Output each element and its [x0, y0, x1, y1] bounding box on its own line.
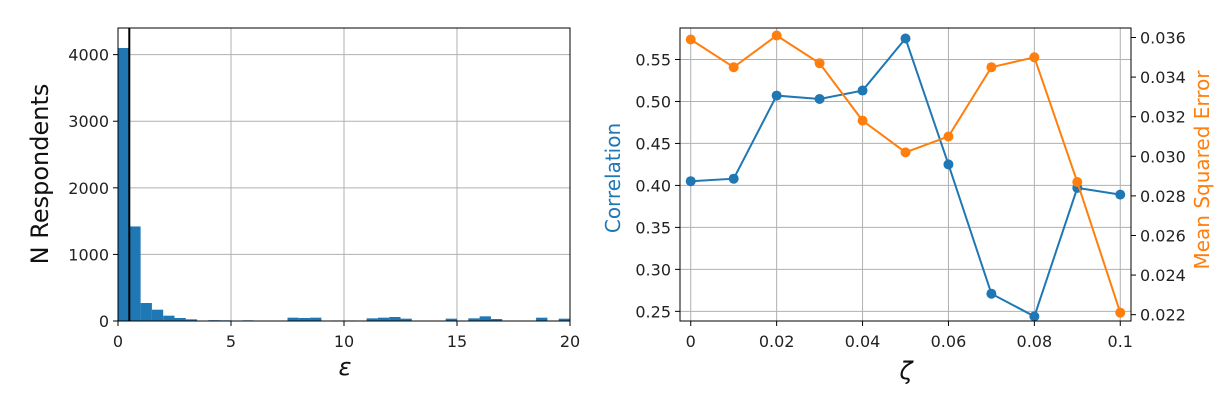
- mse-point: [986, 62, 996, 72]
- correlation-tick-label: 0.25: [635, 302, 671, 321]
- mse-point: [1029, 52, 1039, 62]
- y-tick-label: 1000: [68, 245, 109, 264]
- histogram-bar: [118, 48, 129, 321]
- mse-tick-label: 0.030: [1140, 147, 1186, 166]
- correlation-point: [901, 33, 911, 43]
- mse-point: [1072, 177, 1082, 187]
- histogram-y-axis-label: N Respondents: [26, 84, 54, 265]
- mse-tick-label: 0.024: [1140, 266, 1186, 285]
- histogram-bar: [389, 317, 400, 321]
- correlation-tick-label: 0.50: [635, 92, 671, 111]
- correlation-point: [1029, 311, 1039, 321]
- mse-point: [729, 62, 739, 72]
- y-tick-label: 0: [99, 312, 109, 331]
- correlation-tick-label: 0.45: [635, 134, 671, 153]
- y-tick-label: 3000: [68, 112, 109, 131]
- x-tick-label: 0.06: [931, 332, 967, 351]
- x-tick-label: 0.02: [759, 332, 795, 351]
- line-chart-x-axis-label: ζ: [898, 357, 914, 385]
- x-tick-label: 5: [226, 332, 236, 351]
- mse-point: [943, 131, 953, 141]
- mse-tick-label: 0.028: [1140, 187, 1186, 206]
- x-tick-label: 0: [113, 332, 123, 351]
- histogram-bar: [129, 226, 140, 321]
- mse-tick-label: 0.022: [1140, 306, 1186, 325]
- correlation-point: [943, 159, 953, 169]
- mse-point: [686, 34, 696, 44]
- correlation-axis-label: Correlation: [601, 123, 625, 233]
- histogram-bar: [163, 316, 174, 321]
- correlation-tick-label: 0.40: [635, 176, 671, 195]
- mse-point: [858, 116, 868, 126]
- x-tick-label: 0.1: [1108, 332, 1133, 351]
- mse-point: [901, 147, 911, 157]
- x-tick-label: 10: [334, 332, 354, 351]
- correlation-tick-label: 0.35: [635, 218, 671, 237]
- correlation-point: [858, 86, 868, 96]
- correlation-point: [1115, 190, 1125, 200]
- correlation-tick-label: 0.30: [635, 260, 671, 279]
- x-tick-label: 0.08: [1017, 332, 1053, 351]
- mse-tick-label: 0.026: [1140, 226, 1186, 245]
- correlation-point: [986, 289, 996, 299]
- mse-tick-label: 0.034: [1140, 68, 1186, 87]
- x-tick-label: 0: [686, 332, 696, 351]
- mse-tick-label: 0.032: [1140, 108, 1186, 127]
- mse-point: [815, 58, 825, 68]
- correlation-point: [686, 176, 696, 186]
- x-tick-label: 15: [447, 332, 467, 351]
- x-tick-label: 0.04: [845, 332, 881, 351]
- mse-point: [1115, 308, 1125, 318]
- y-tick-label: 2000: [68, 179, 109, 198]
- correlation-point: [729, 174, 739, 184]
- mse-point: [772, 31, 782, 41]
- correlation-tick-label: 0.55: [635, 50, 671, 69]
- mse-axis-label: Mean Squared Error: [1190, 70, 1214, 270]
- y-tick-label: 4000: [68, 46, 109, 65]
- mse-tick-label: 0.036: [1140, 29, 1186, 48]
- histogram-x-axis-label: ε: [339, 353, 352, 381]
- correlation-point: [815, 94, 825, 104]
- histogram-bar: [152, 310, 163, 321]
- correlation-point: [772, 91, 782, 101]
- x-tick-label: 20: [560, 332, 580, 351]
- histogram-bar: [141, 303, 152, 321]
- histogram-bar: [480, 316, 491, 321]
